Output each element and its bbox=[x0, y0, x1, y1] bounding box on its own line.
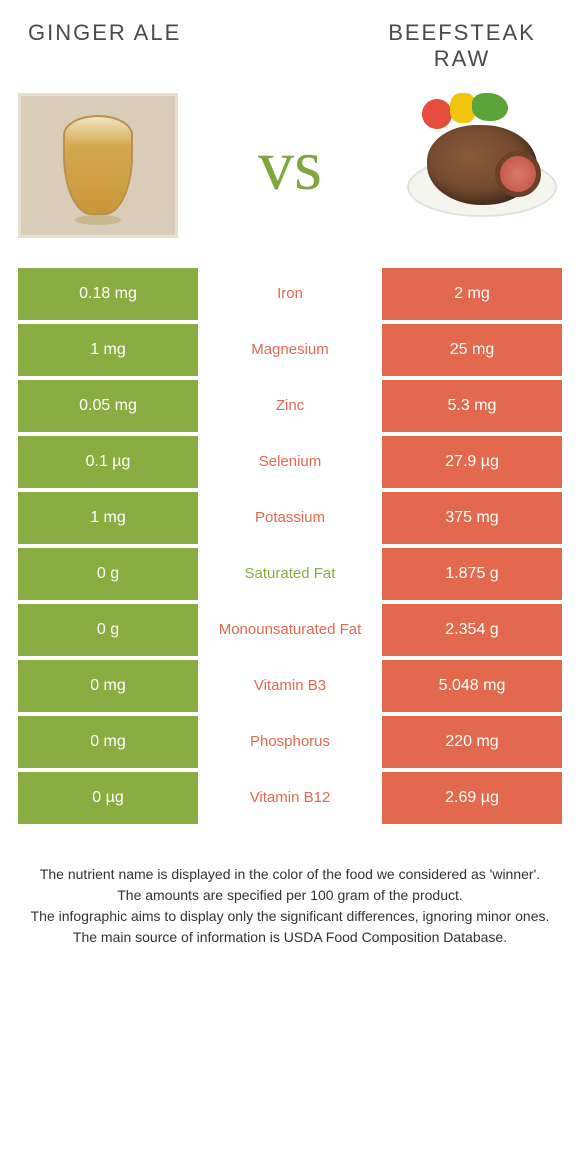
right-food-title: BEEFSTEAK RAW bbox=[362, 20, 562, 73]
left-value: 0.05 mg bbox=[18, 380, 198, 432]
nutrient-label: Magnesium bbox=[202, 324, 378, 376]
table-row: 1 mgPotassium375 mg bbox=[18, 492, 562, 544]
ginger-ale-icon bbox=[18, 93, 178, 238]
right-value: 27.9 µg bbox=[382, 436, 562, 488]
footer-line-3: The infographic aims to display only the… bbox=[24, 906, 556, 927]
left-value: 0 g bbox=[18, 548, 198, 600]
nutrient-label: Selenium bbox=[202, 436, 378, 488]
table-row: 0 mgPhosphorus220 mg bbox=[18, 716, 562, 768]
right-value: 5.048 mg bbox=[382, 660, 562, 712]
left-value: 0 mg bbox=[18, 716, 198, 768]
right-value: 25 mg bbox=[382, 324, 562, 376]
left-value: 0 µg bbox=[18, 772, 198, 824]
footer-notes: The nutrient name is displayed in the co… bbox=[18, 864, 562, 948]
right-value: 375 mg bbox=[382, 492, 562, 544]
nutrient-label: Saturated Fat bbox=[202, 548, 378, 600]
footer-line-1: The nutrient name is displayed in the co… bbox=[24, 864, 556, 885]
header-titles: GINGER ALE BEEFSTEAK RAW bbox=[18, 20, 562, 73]
right-value: 2 mg bbox=[382, 268, 562, 320]
footer-line-2: The amounts are specified per 100 gram o… bbox=[24, 885, 556, 906]
left-value: 1 mg bbox=[18, 324, 198, 376]
nutrient-label: Iron bbox=[202, 268, 378, 320]
comparison-images: vs bbox=[18, 93, 562, 238]
table-row: 0.18 mgIron2 mg bbox=[18, 268, 562, 320]
right-food-image bbox=[402, 93, 562, 238]
left-value: 0.18 mg bbox=[18, 268, 198, 320]
table-row: 0 µgVitamin B122.69 µg bbox=[18, 772, 562, 824]
left-food-title: GINGER ALE bbox=[18, 20, 218, 46]
left-value: 0 mg bbox=[18, 660, 198, 712]
table-row: 0 mgVitamin B35.048 mg bbox=[18, 660, 562, 712]
table-row: 0.1 µgSelenium27.9 µg bbox=[18, 436, 562, 488]
nutrient-label: Zinc bbox=[202, 380, 378, 432]
nutrient-label: Vitamin B12 bbox=[202, 772, 378, 824]
table-row: 1 mgMagnesium25 mg bbox=[18, 324, 562, 376]
right-value: 2.354 g bbox=[382, 604, 562, 656]
nutrient-label: Vitamin B3 bbox=[202, 660, 378, 712]
table-row: 0 gSaturated Fat1.875 g bbox=[18, 548, 562, 600]
right-value: 2.69 µg bbox=[382, 772, 562, 824]
footer-line-4: The main source of information is USDA F… bbox=[24, 927, 556, 948]
table-row: 0.05 mgZinc5.3 mg bbox=[18, 380, 562, 432]
nutrient-label: Phosphorus bbox=[202, 716, 378, 768]
beefsteak-icon bbox=[402, 105, 562, 225]
table-row: 0 gMonounsaturated Fat2.354 g bbox=[18, 604, 562, 656]
right-title-line1: BEEFSTEAK bbox=[388, 20, 536, 45]
nutrient-label: Monounsaturated Fat bbox=[202, 604, 378, 656]
right-title-line2: RAW bbox=[434, 46, 491, 71]
right-value: 1.875 g bbox=[382, 548, 562, 600]
left-value: 0.1 µg bbox=[18, 436, 198, 488]
nutrient-label: Potassium bbox=[202, 492, 378, 544]
left-value: 1 mg bbox=[18, 492, 198, 544]
left-value: 0 g bbox=[18, 604, 198, 656]
right-value: 5.3 mg bbox=[382, 380, 562, 432]
infographic-container: GINGER ALE BEEFSTEAK RAW vs 0.18 mgIron2… bbox=[0, 0, 580, 968]
nutrient-table: 0.18 mgIron2 mg1 mgMagnesium25 mg0.05 mg… bbox=[18, 268, 562, 824]
left-food-image bbox=[18, 93, 178, 238]
vs-label: vs bbox=[258, 124, 322, 207]
right-value: 220 mg bbox=[382, 716, 562, 768]
